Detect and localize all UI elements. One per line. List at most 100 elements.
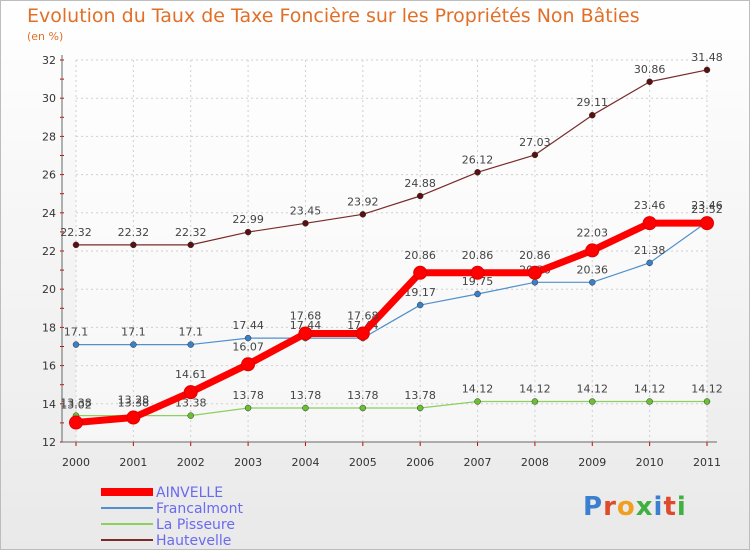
data-point	[703, 66, 711, 74]
data-point	[72, 341, 80, 348]
data-point	[589, 111, 596, 119]
legend-label: Hautevelle	[156, 533, 231, 549]
data-point	[416, 301, 424, 309]
data-point	[187, 341, 194, 348]
logo-letter: t	[663, 492, 677, 522]
data-label: 13.28	[118, 394, 150, 407]
data-label: 14.12	[577, 383, 609, 396]
data-point	[474, 290, 481, 298]
data-label: 17.1	[178, 326, 203, 339]
series-line	[76, 221, 708, 346]
data-label: 30.86	[634, 63, 666, 76]
x-tick-label: 2000	[62, 456, 90, 469]
data-point	[187, 241, 194, 249]
data-point	[646, 259, 653, 267]
x-tick-label: 2005	[349, 456, 377, 469]
y-tick-label: 24	[42, 207, 56, 220]
y-tick-label: 16	[42, 360, 56, 373]
data-label: 22.99	[232, 213, 264, 226]
y-tick-label: 20	[42, 283, 56, 296]
data-label: 17.44	[232, 319, 264, 332]
y-tick-label: 26	[42, 169, 56, 182]
data-point	[126, 410, 141, 425]
data-label: 20.86	[519, 249, 551, 262]
y-tick-label: 30	[42, 92, 56, 105]
data-label: 29.11	[577, 96, 609, 109]
data-label: 14.12	[519, 383, 551, 396]
logo-letter: i	[676, 492, 687, 522]
data-point	[298, 326, 313, 341]
data-point	[130, 241, 137, 249]
series-line	[76, 69, 708, 246]
y-tick-label: 18	[42, 321, 56, 334]
data-label: 13.78	[290, 389, 322, 402]
data-point	[589, 398, 596, 405]
series-line	[75, 219, 707, 427]
data-point	[416, 192, 424, 200]
data-label: 14.61	[175, 368, 207, 381]
data-point	[474, 398, 481, 405]
data-label: 14.12	[462, 383, 494, 396]
data-point	[244, 404, 252, 412]
x-tick-label: 2011	[693, 456, 721, 469]
data-point	[531, 151, 539, 159]
data-point	[302, 220, 309, 227]
data-point	[646, 78, 653, 86]
data-label: 20.86	[404, 249, 436, 262]
data-label: 19.17	[404, 286, 436, 299]
data-point	[642, 216, 657, 231]
data-label: 23.52	[691, 203, 723, 216]
series-line	[76, 400, 707, 417]
x-tick-label: 2004	[291, 456, 319, 469]
data-point	[355, 326, 370, 341]
data-point	[183, 385, 198, 400]
x-tick-label: 2010	[636, 456, 664, 469]
data-label: 17.68	[290, 310, 322, 323]
data-point	[531, 398, 539, 405]
data-label: 17.1	[64, 326, 89, 339]
legend-label: Francalmont	[156, 501, 243, 517]
data-point	[589, 279, 596, 286]
x-tick-label: 2003	[234, 456, 262, 469]
unit-label: (en %)	[27, 30, 64, 43]
data-label: 21.38	[634, 244, 666, 257]
data-label: 13.38	[60, 397, 92, 410]
data-point	[585, 243, 600, 258]
data-point	[527, 265, 542, 280]
data-point	[413, 265, 428, 280]
data-label: 22.32	[175, 226, 207, 239]
data-label: 13.78	[404, 389, 436, 402]
y-tick-label: 12	[42, 436, 56, 449]
data-label: 20.36	[577, 263, 609, 276]
data-point	[416, 404, 424, 412]
data-label: 27.03	[519, 136, 551, 149]
data-label: 13.78	[347, 389, 379, 402]
legend-label: La Pisseure	[156, 517, 235, 533]
data-point	[703, 398, 711, 405]
data-point	[241, 357, 256, 372]
x-tick-label: 2002	[177, 456, 205, 469]
data-label: 13.38	[118, 397, 150, 410]
data-point	[359, 404, 367, 412]
y-tick-label: 22	[42, 245, 56, 258]
data-label: 24.88	[404, 177, 436, 190]
data-label: 16.07	[232, 340, 264, 353]
y-tick-label: 32	[42, 54, 56, 67]
data-label: 23.46	[691, 199, 723, 212]
logo-letter: r	[603, 492, 617, 522]
data-point	[244, 334, 252, 342]
legend-label: AINVELLE	[156, 485, 223, 501]
data-label: 13.02	[60, 399, 92, 412]
x-tick-label: 2009	[578, 456, 606, 469]
x-tick-label: 2008	[521, 456, 549, 469]
data-label: 14.12	[691, 383, 723, 396]
data-point	[646, 398, 653, 405]
data-point	[72, 241, 80, 249]
y-tick-label: 14	[42, 398, 56, 411]
data-point	[69, 415, 83, 430]
data-point	[531, 279, 539, 286]
x-tick-label: 2001	[119, 456, 147, 469]
data-label: 20.86	[462, 249, 494, 262]
